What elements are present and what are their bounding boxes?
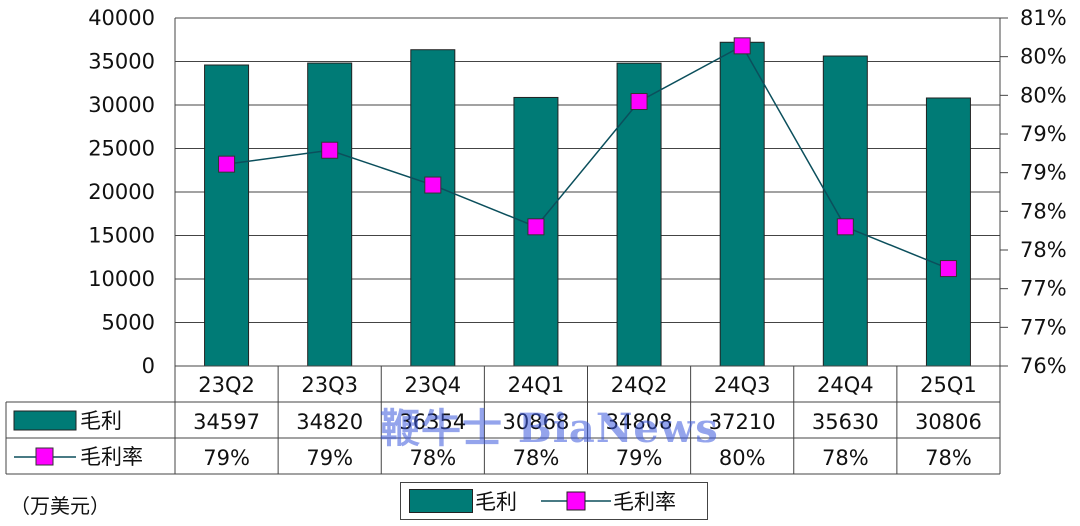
y2-tick-label: 81% bbox=[1020, 6, 1067, 30]
x-tick-label: 24Q4 bbox=[817, 373, 874, 397]
x-tick-label: 23Q3 bbox=[301, 373, 358, 397]
margin-point bbox=[527, 218, 545, 236]
unit-label: （万美元） bbox=[10, 494, 110, 518]
y2-tick-label: 77% bbox=[1020, 277, 1067, 301]
y-tick-label: 30000 bbox=[88, 93, 155, 117]
margin-point bbox=[733, 37, 751, 55]
data-label: 79% bbox=[203, 446, 250, 470]
data-label: 79% bbox=[306, 446, 353, 470]
bar bbox=[616, 62, 662, 367]
data-label: 78% bbox=[409, 446, 456, 470]
y2-tick-label: 79% bbox=[1020, 161, 1067, 185]
data-label: 80% bbox=[719, 446, 766, 470]
data-label: 78% bbox=[925, 446, 972, 470]
data-label: 78% bbox=[513, 446, 560, 470]
data-label: 35630 bbox=[812, 410, 879, 434]
bar bbox=[204, 64, 250, 367]
legend: 毛利 毛利率 bbox=[400, 482, 708, 520]
x-tick-label: 24Q2 bbox=[611, 373, 668, 397]
data-label: 79% bbox=[616, 446, 663, 470]
data-label: 78% bbox=[822, 446, 869, 470]
data-label: 34597 bbox=[193, 410, 260, 434]
row-label-gross-margin: 毛利率 bbox=[80, 445, 143, 469]
y-tick-label: 25000 bbox=[88, 137, 155, 161]
y2-tick-label: 80% bbox=[1020, 45, 1067, 69]
data-label: 37210 bbox=[709, 410, 776, 434]
margin-point bbox=[836, 218, 854, 236]
data-label: 36354 bbox=[399, 410, 466, 434]
x-tick-label: 24Q1 bbox=[508, 373, 565, 397]
y-tick-label: 40000 bbox=[88, 6, 155, 30]
legend-item-gross-margin: 毛利率 bbox=[541, 483, 676, 519]
y2-tick-label: 77% bbox=[1020, 315, 1067, 339]
margin-point bbox=[424, 176, 442, 194]
y-tick-label: 20000 bbox=[88, 180, 155, 204]
x-tick-label: 25Q1 bbox=[920, 373, 977, 397]
bar bbox=[822, 55, 868, 367]
bar bbox=[410, 49, 456, 367]
data-label: 34820 bbox=[296, 410, 363, 434]
margin-line bbox=[226, 44, 949, 270]
y-tick-label: 35000 bbox=[88, 50, 155, 74]
row-swatch-bar bbox=[13, 410, 77, 431]
legend-swatch-line bbox=[541, 491, 611, 511]
bar bbox=[307, 62, 353, 367]
y2-tick-label: 79% bbox=[1020, 122, 1067, 146]
row-label-gross-profit: 毛利 bbox=[80, 409, 122, 433]
legend-item-gross-profit: 毛利 bbox=[409, 483, 517, 519]
y2-tick-label: 78% bbox=[1020, 238, 1067, 262]
row-swatch-marker bbox=[35, 447, 54, 466]
data-label: 30806 bbox=[915, 410, 982, 434]
y-tick-label: 10000 bbox=[88, 267, 155, 291]
y2-tick-label: 80% bbox=[1020, 83, 1067, 107]
x-tick-label: 24Q3 bbox=[714, 373, 771, 397]
bar bbox=[719, 41, 765, 367]
margin-point bbox=[321, 141, 339, 159]
y-tick-label: 5000 bbox=[102, 311, 155, 335]
legend-label-gross-profit: 毛利 bbox=[475, 490, 517, 514]
y2-tick-label: 78% bbox=[1020, 199, 1067, 223]
margin-point bbox=[630, 93, 648, 111]
data-label: 30868 bbox=[503, 410, 570, 434]
legend-label-gross-margin: 毛利率 bbox=[613, 490, 676, 514]
y-tick-label: 0 bbox=[142, 354, 155, 378]
y2-tick-label: 76% bbox=[1020, 354, 1067, 378]
data-label: 34808 bbox=[606, 410, 673, 434]
bar bbox=[925, 97, 971, 367]
y-tick-label: 15000 bbox=[88, 224, 155, 248]
x-tick-label: 23Q2 bbox=[198, 373, 255, 397]
legend-swatch-bar bbox=[409, 489, 473, 513]
x-tick-label: 23Q4 bbox=[405, 373, 462, 397]
margin-point bbox=[218, 155, 236, 173]
margin-point bbox=[939, 260, 957, 278]
